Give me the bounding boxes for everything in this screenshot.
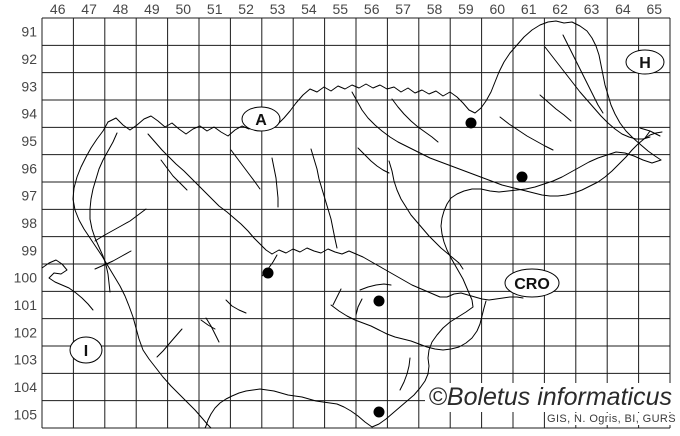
river-mirna-path [359, 283, 392, 291]
border-west-path [72, 121, 212, 429]
occurrence-dot [262, 267, 274, 279]
axis-left-label: 101 [14, 297, 38, 313]
river-idrijca-path [94, 208, 147, 242]
axis-left-label: 100 [14, 270, 38, 286]
country-labels: A H CRO I [69, 49, 665, 364]
river-drava-path [351, 91, 663, 197]
axis-top-label: 59 [458, 1, 474, 17]
axis-top-label: 48 [113, 1, 129, 17]
confluence-mark [639, 127, 661, 139]
river-kamniska-path [310, 148, 338, 249]
axis-top-label: 65 [647, 1, 663, 17]
country-ellipse-croatia [504, 268, 560, 298]
occurrence-dot [373, 406, 385, 418]
river-krka-path [330, 300, 487, 351]
karst-stream1-path [225, 299, 247, 314]
axis-left-label: 102 [14, 324, 38, 340]
karst-stream2-path [200, 319, 216, 330]
copyright-text: ©Boletus informaticus [425, 383, 675, 412]
river-sava-upper-path [147, 133, 273, 255]
river-krka-trib1-path [332, 288, 342, 306]
axis-top-label: 63 [584, 1, 600, 17]
axis-top-label: 53 [270, 1, 286, 17]
axis-top-label: 55 [333, 1, 349, 17]
axis-top-label: 51 [207, 1, 223, 17]
border-north-path [107, 20, 662, 161]
grid [41, 17, 671, 429]
axis-top-label: 46 [50, 1, 66, 17]
river-savinja-path [388, 160, 464, 270]
river-scavnica-path [539, 94, 572, 122]
river-krka-trib2-path [355, 298, 363, 316]
axis-top-label: 62 [552, 1, 568, 17]
axis-left-label: 99 [21, 242, 37, 258]
country-label-hungary: H [639, 55, 651, 72]
river-sava-path [271, 247, 524, 301]
axis-top: 46 47 48 49 50 51 52 53 54 55 56 57 58 59 60 61 62 63 64 65 [50, 1, 662, 17]
country-label-croatia: CRO [514, 276, 550, 293]
axis-left: 91 92 93 94 95 96 97 98 99 100 101 102 103 104 105 [14, 24, 38, 423]
axis-top-label: 56 [364, 1, 380, 17]
occurrence-dot [373, 295, 385, 307]
axis-left-label: 97 [21, 188, 37, 204]
river-pivka-path [205, 317, 220, 343]
axis-top-label: 61 [521, 1, 537, 17]
axis-left-label: 91 [21, 24, 37, 40]
river-reka-path [156, 328, 183, 358]
axis-left-label: 94 [21, 106, 37, 122]
axis-top-label: 47 [81, 1, 97, 17]
border-southeast-path [204, 151, 662, 429]
coastline-path [41, 259, 94, 311]
stream-nw2-path [230, 149, 261, 190]
river-lahinja-path [399, 357, 411, 391]
axis-left-label: 103 [14, 352, 38, 368]
occurrence-dots [262, 117, 528, 418]
axis-left-label: 92 [21, 51, 37, 67]
axis-top-label: 49 [144, 1, 160, 17]
axis-top-label: 57 [395, 1, 411, 17]
axis-top-label: 54 [301, 1, 317, 17]
stream-nw1-path [160, 159, 188, 191]
axis-left-label: 96 [21, 160, 37, 176]
axis-left-label: 105 [14, 406, 38, 422]
axis-top-label: 64 [615, 1, 631, 17]
axis-top-label: 58 [427, 1, 443, 17]
axis-top-label: 50 [176, 1, 192, 17]
country-label-italy: I [84, 343, 88, 360]
occurrence-dot [465, 117, 477, 129]
axis-left-label: 95 [21, 133, 37, 149]
country-label-austria: A [255, 112, 267, 129]
river-kokra-path [271, 157, 279, 208]
map-lines [41, 20, 663, 429]
river-vipava-path [94, 250, 132, 270]
source-credit-text: GIS, N. Ogris, BI, GURS [545, 413, 678, 425]
axis-top-label: 60 [490, 1, 506, 17]
axis-left-label: 98 [21, 215, 37, 231]
river-soca-path [89, 132, 118, 293]
occurrence-dot [516, 171, 528, 183]
axis-left-label: 93 [21, 78, 37, 94]
country-ellipse-hungary [625, 49, 665, 75]
river-pesnica-path [499, 116, 554, 151]
axis-left-label: 104 [14, 379, 38, 395]
river-mura-path [544, 46, 651, 140]
river-savinja-upper-path [357, 147, 390, 174]
country-ellipse-austria [241, 106, 281, 132]
river-ledava-path [562, 34, 604, 114]
axis-top-label: 52 [238, 1, 254, 17]
river-meza-path [391, 98, 439, 143]
country-ellipse-italy [69, 336, 103, 364]
